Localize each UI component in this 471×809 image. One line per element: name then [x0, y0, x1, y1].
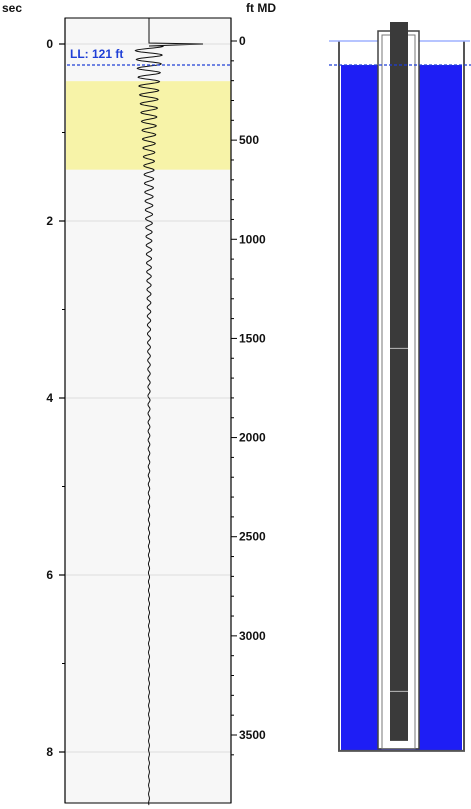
left-axis-unit: sec — [2, 1, 22, 15]
right-tick-label: 0 — [239, 34, 246, 48]
right-axis-unit: ft MD — [246, 1, 276, 15]
left-tick-label: 2 — [46, 214, 53, 228]
liquid-level-label: LL: 121 ft — [70, 47, 123, 61]
right-tick-label: 1500 — [239, 331, 266, 345]
left-tick-label: 0 — [46, 37, 53, 51]
left-tick-label: 8 — [46, 745, 53, 759]
right-tick-label: 1000 — [239, 232, 266, 246]
right-tick-label: 3500 — [239, 728, 266, 742]
right-tick-label: 2000 — [239, 431, 266, 445]
rod-string — [390, 22, 408, 741]
right-tick-label: 3000 — [239, 629, 266, 643]
left-tick-label: 6 — [46, 568, 53, 582]
left-axis: 0 2 4 6 8 — [46, 18, 66, 803]
right-tick-label: 500 — [239, 133, 259, 147]
acoustic-trace — [134, 18, 204, 806]
left-tick-label: 4 — [46, 391, 53, 405]
right-axis: 0 500 1000 1500 2000 2500 3000 3500 — [230, 18, 266, 803]
right-tick-label: 2500 — [239, 530, 266, 544]
wellbore-schematic — [329, 22, 471, 752]
casing — [338, 41, 465, 752]
highlight-band — [66, 81, 231, 170]
